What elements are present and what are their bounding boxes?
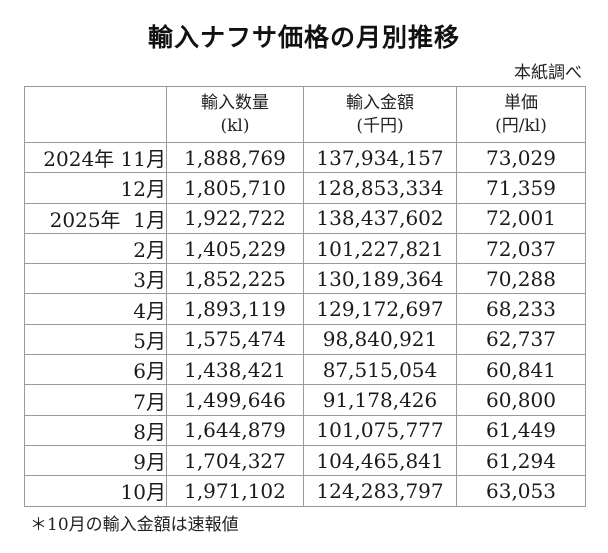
period-cell: 3月 [24, 263, 167, 295]
volume-cell: 1,704,327 [166, 444, 304, 477]
table-row: 12月 1,805,710 128,853,334 71,359 [24, 172, 586, 204]
header-unit-price: 単価 (円/kl) [456, 86, 586, 143]
volume-cell: 1,922,722 [166, 202, 304, 234]
volume-cell: 1,438,421 [166, 354, 304, 386]
header-volume: 輸入数量 (kl) [166, 86, 304, 143]
unit-price-cell: 70,288 [456, 263, 586, 295]
unit-price-cell: 63,053 [456, 475, 586, 507]
header-unit-price-unit: (円/kl) [495, 115, 547, 136]
volume-cell: 1,405,229 [166, 232, 304, 265]
unit-price-cell: 71,359 [456, 172, 586, 204]
page-title: 輸入ナフサ価格の月別推移 [147, 23, 460, 52]
period-cell: 6月 [24, 354, 167, 386]
table-row: 2024年 11月 1,888,769 137,934,157 73,029 [24, 141, 586, 174]
period-cell: 4月 [24, 293, 167, 325]
amount-cell: 101,075,777 [303, 414, 457, 446]
period-cell: 9月 [24, 444, 167, 477]
naphtha-price-table: 輸入数量 (kl) 輸入金額 (千円) 単価 (円/kl) 2024年 11月 1… [24, 86, 586, 507]
period-cell: 2025年 1月 [24, 202, 167, 234]
amount-cell: 130,189,364 [303, 263, 457, 295]
amount-cell: 91,178,426 [303, 384, 457, 416]
table-row: 2025年 1月 1,922,722 138,437,602 72,001 [24, 202, 586, 234]
header-period [24, 86, 167, 143]
unit-price-cell: 73,029 [456, 141, 586, 174]
table-row: 4月 1,893,119 129,172,697 68,233 [24, 293, 586, 325]
table-row: 5月 1,575,474 98,840,921 62,737 [24, 323, 586, 356]
volume-cell: 1,644,879 [166, 414, 304, 446]
table-row: 10月 1,971,102 124,283,797 63,053 [24, 475, 586, 507]
amount-cell: 129,172,697 [303, 293, 457, 325]
table-row: 2月 1,405,229 101,227,821 72,037 [24, 232, 586, 265]
header-volume-label: 輸入数量 [201, 92, 269, 113]
table-row: 9月 1,704,327 104,465,841 61,294 [24, 444, 586, 477]
unit-price-cell: 72,001 [456, 202, 586, 234]
unit-price-cell: 61,449 [456, 414, 586, 446]
amount-cell: 104,465,841 [303, 444, 457, 477]
volume-cell: 1,805,710 [166, 172, 304, 204]
amount-cell: 137,934,157 [303, 141, 457, 174]
header-row: 輸入数量 (kl) 輸入金額 (千円) 単価 (円/kl) [24, 86, 586, 143]
volume-cell: 1,971,102 [166, 475, 304, 507]
table-row: 3月 1,852,225 130,189,364 70,288 [24, 263, 586, 295]
header-amount-unit: (千円) [356, 115, 404, 136]
volume-cell: 1,888,769 [166, 141, 304, 174]
period-cell: 8月 [24, 414, 167, 446]
volume-cell: 1,852,225 [166, 263, 304, 295]
period-cell: 2月 [24, 232, 167, 265]
unit-price-cell: 72,037 [456, 232, 586, 265]
amount-cell: 128,853,334 [303, 172, 457, 204]
table-row: 6月 1,438,421 87,515,054 60,841 [24, 354, 586, 386]
period-cell: 5月 [24, 323, 167, 356]
unit-price-cell: 61,294 [456, 444, 586, 477]
header-unit-price-label: 単価 [504, 92, 538, 113]
amount-cell: 138,437,602 [303, 202, 457, 234]
period-cell: 7月 [24, 384, 167, 416]
volume-cell: 1,893,119 [166, 293, 304, 325]
amount-cell: 124,283,797 [303, 475, 457, 507]
amount-cell: 87,515,054 [303, 354, 457, 386]
header-amount-label: 輸入金額 [346, 92, 414, 113]
header-amount: 輸入金額 (千円) [303, 86, 457, 143]
header-volume-unit: (kl) [220, 115, 250, 136]
volume-cell: 1,575,474 [166, 323, 304, 356]
table-row: 7月 1,499,646 91,178,426 60,800 [24, 384, 586, 416]
unit-price-cell: 68,233 [456, 293, 586, 325]
table-row: 8月 1,644,879 101,075,777 61,449 [24, 414, 586, 446]
unit-price-cell: 60,841 [456, 354, 586, 386]
volume-cell: 1,499,646 [166, 384, 304, 416]
unit-price-cell: 60,800 [456, 384, 586, 416]
unit-price-cell: 62,737 [456, 323, 586, 356]
period-cell: 12月 [24, 172, 167, 204]
footnote: ＊10月の輸入金額は速報値 [30, 515, 239, 535]
period-cell: 10月 [24, 475, 167, 507]
amount-cell: 98,840,921 [303, 323, 457, 356]
source-label: 本紙調べ [514, 63, 582, 83]
amount-cell: 101,227,821 [303, 232, 457, 265]
period-cell: 2024年 11月 [24, 141, 167, 174]
